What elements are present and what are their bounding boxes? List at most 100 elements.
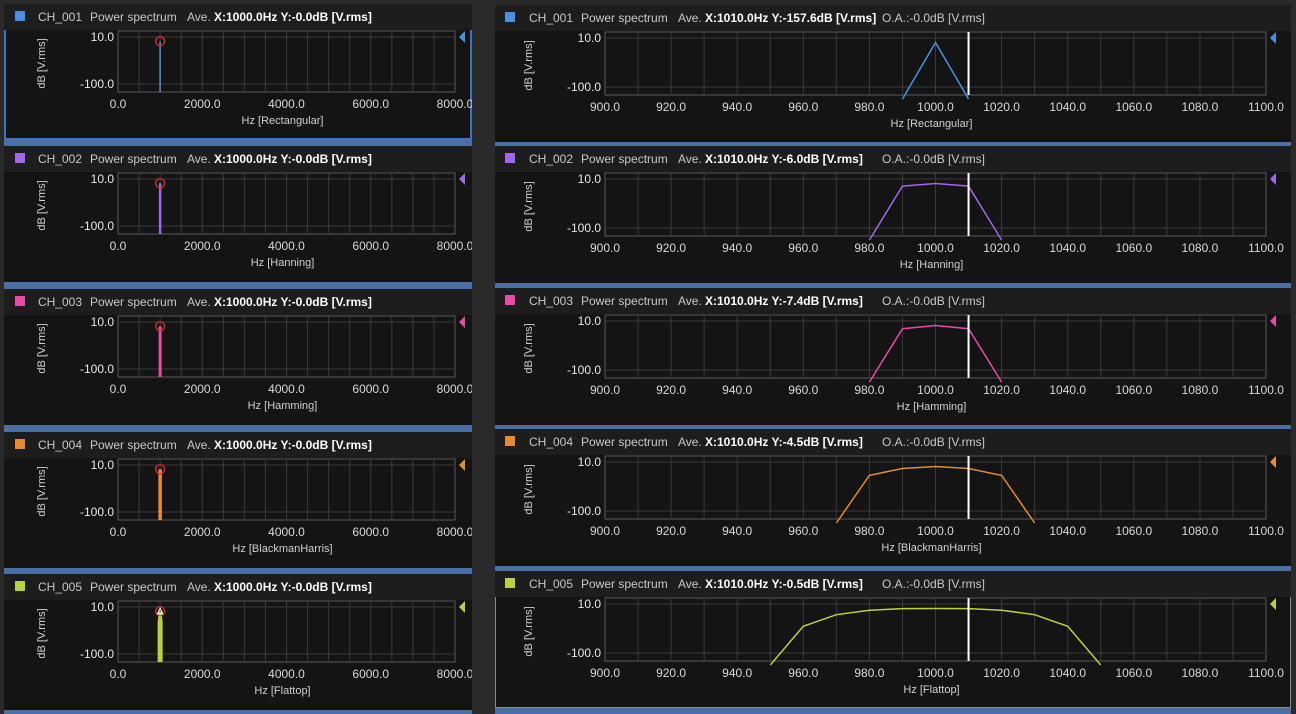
x-tick-label: 1040.0 (1049, 100, 1086, 114)
spectrum-panel-ch-004[interactable]: CH_004 Power spectrum Ave. X:1010.0Hz Y:-4.… (495, 429, 1291, 566)
cursor-readout: X:1000.0Hz Y:-0.0dB [V.rms] (214, 580, 372, 594)
reference-level-marker[interactable] (459, 459, 465, 471)
reference-level-marker[interactable] (459, 316, 465, 328)
x-tick-label: 6000.0 (352, 525, 389, 539)
y-axis-label: dB [V.rms] (523, 464, 535, 514)
x-tick-label: 960.0 (788, 100, 818, 114)
x-tick-label: 8000.0 (437, 667, 472, 681)
channel-color-swatch (505, 578, 515, 588)
panel-scrollbar[interactable] (4, 710, 472, 714)
x-tick-label: 1080.0 (1182, 383, 1219, 397)
panel-scrollbar[interactable] (4, 425, 472, 434)
y-tick-label: -100.0 (80, 362, 114, 376)
panel-scrollbar[interactable] (495, 708, 1291, 714)
x-tick-label: 2000.0 (184, 667, 221, 681)
spectrum-plot[interactable]: 10.0 -100.0 dB [V.rms] 900.0 920.0 940.0 960.0… (495, 288, 1291, 425)
x-tick-label: 940.0 (722, 241, 752, 255)
x-tick-label: 1060.0 (1115, 666, 1152, 680)
x-tick-label: 920.0 (656, 100, 686, 114)
x-tick-label: 1040.0 (1049, 524, 1086, 538)
spectrum-plot[interactable]: 10.0 -100.0 dB [V.rms] 900.0 920.0 940.0 960.0… (495, 146, 1291, 283)
channel-label: CH_001 (38, 10, 83, 24)
spectrum-panel-ch-001[interactable]: CH_001 Power spectrum Ave. X:1000.0Hz Y:-0.… (4, 4, 472, 140)
panel-scrollbar[interactable] (4, 140, 472, 149)
peak-marker[interactable] (154, 36, 166, 47)
y-tick-label: 10.0 (91, 30, 115, 44)
panel-scrollbar[interactable] (4, 282, 472, 291)
y-axis-label: dB [V.rms] (523, 40, 535, 90)
y-tick-label: 10.0 (578, 172, 602, 186)
x-tick-label: 4000.0 (268, 525, 305, 539)
spectrum-plot[interactable]: 10.0 -100.0 dB [V.rms] 900.0 920.0 940.0 960.0… (495, 5, 1291, 142)
x-axis-label: Hz [BlackmanHarris] (232, 543, 332, 555)
x-tick-label: 900.0 (590, 383, 620, 397)
x-tick-label: 920.0 (656, 383, 686, 397)
spectrum-plot[interactable]: 10.0 -100.0 dB [V.rms] 0.0 2000.0 4000.0 6000.… (4, 4, 472, 140)
panel-scrollbar[interactable] (495, 283, 1291, 292)
average-label: Ave. (187, 10, 211, 24)
cursor-readout: X:1010.0Hz Y:-6.0dB [V.rms] (705, 152, 863, 166)
reference-level-marker[interactable] (459, 173, 465, 185)
overall-readout: O.A.:-0.0dB [V.rms] (882, 577, 985, 591)
x-tick-label: 980.0 (854, 524, 884, 538)
spectrum-plot[interactable]: 10.0 -100.0 dB [V.rms] 0.0 2000.0 4000.0 6000.… (4, 432, 472, 568)
x-tick-label: 960.0 (788, 666, 818, 680)
reference-level-marker[interactable] (1270, 456, 1276, 468)
x-tick-label: 900.0 (590, 100, 620, 114)
spectrum-panel-ch-003[interactable]: CH_003 Power spectrum Ave. X:1010.0Hz Y:-7.… (495, 288, 1291, 425)
spectrum-panel-ch-004[interactable]: CH_004 Power spectrum Ave. X:1000.0Hz Y:-0.… (4, 432, 472, 568)
x-tick-label: 2000.0 (184, 382, 221, 396)
x-tick-label: 4000.0 (268, 382, 305, 396)
reference-level-marker[interactable] (459, 31, 465, 43)
peak-marker[interactable] (154, 464, 166, 475)
x-tick-label: 1080.0 (1182, 241, 1219, 255)
peak-marker-arrow (156, 607, 164, 615)
panel-header: CH_005 Power spectrum Ave. X:1010.0Hz Y:-0.… (495, 571, 1291, 597)
reference-level-marker[interactable] (1270, 173, 1276, 185)
cursor-readout: X:1010.0Hz Y:-4.5dB [V.rms] (705, 435, 863, 449)
peak-marker[interactable] (154, 606, 166, 617)
channel-color-swatch (505, 153, 515, 163)
reference-level-marker[interactable] (459, 601, 465, 613)
spectrum-panel-ch-002[interactable]: CH_002 Power spectrum Ave. X:1010.0Hz Y:-6.… (495, 146, 1291, 283)
channel-color-swatch (505, 12, 515, 22)
x-tick-label: 960.0 (788, 383, 818, 397)
x-tick-label: 0.0 (110, 382, 127, 396)
panel-scrollbar[interactable] (4, 568, 472, 577)
reference-level-marker[interactable] (1270, 598, 1276, 610)
spectrum-panel-ch-005[interactable]: CH_005 Power spectrum Ave. X:1000.0Hz Y:-0.… (4, 574, 472, 710)
y-axis-label: dB [V.rms] (36, 38, 48, 88)
peak-marker[interactable] (154, 321, 166, 332)
spectrum-plot[interactable]: 10.0 -100.0 dB [V.rms] 900.0 920.0 940.0 960.0… (495, 429, 1291, 566)
x-tick-label: 8000.0 (437, 239, 472, 253)
reference-level-marker[interactable] (1270, 32, 1276, 44)
x-tick-label: 1000.0 (917, 241, 954, 255)
spectrum-line (769, 607, 1102, 666)
peak-marker[interactable] (154, 178, 166, 189)
x-tick-label: 1100.0 (1248, 383, 1284, 397)
x-tick-label: 1080.0 (1182, 524, 1219, 538)
spectrum-panel-ch-003[interactable]: CH_003 Power spectrum Ave. X:1000.0Hz Y:-0.… (4, 289, 472, 425)
y-tick-label: 10.0 (91, 458, 115, 472)
x-tick-label: 4000.0 (268, 239, 305, 253)
x-tick-label: 1100.0 (1248, 524, 1284, 538)
cursor-readout: X:1000.0Hz Y:-0.0dB [V.rms] (214, 295, 372, 309)
x-tick-label: 1020.0 (983, 241, 1020, 255)
panel-scrollbar[interactable] (495, 566, 1291, 575)
x-tick-label: 1020.0 (983, 666, 1020, 680)
x-tick-label: 1040.0 (1049, 241, 1086, 255)
spectrum-panel-ch-005[interactable]: CH_005 Power spectrum Ave. X:1010.0Hz Y:-0.… (495, 571, 1291, 708)
x-tick-label: 900.0 (590, 241, 620, 255)
spectrum-plot[interactable]: 10.0 -100.0 dB [V.rms] 0.0 2000.0 4000.0 6000.… (4, 146, 472, 282)
reference-level-marker[interactable] (1270, 315, 1276, 327)
spectrum-plot[interactable]: 10.0 -100.0 dB [V.rms] 0.0 2000.0 4000.0 6000.… (4, 289, 472, 425)
x-axis-label: Hz [Hamming] (897, 401, 967, 413)
spectrum-panel-ch-001[interactable]: CH_001 Power spectrum Ave. X:1010.0Hz Y:-15… (495, 5, 1291, 142)
spectrum-plot[interactable]: 10.0 -100.0 dB [V.rms] 900.0 920.0 940.0 960.0… (495, 571, 1291, 708)
spectrum-plot[interactable]: 10.0 -100.0 dB [V.rms] 0.0 2000.0 4000.0 6000.… (4, 574, 472, 710)
y-tick-label: -100.0 (80, 647, 114, 661)
x-tick-label: 1000.0 (917, 100, 954, 114)
y-tick-label: 10.0 (578, 455, 602, 469)
panel-header: CH_004 Power spectrum Ave. X:1010.0Hz Y:-4.… (495, 429, 1291, 455)
spectrum-panel-ch-002[interactable]: CH_002 Power spectrum Ave. X:1000.0Hz Y:-0.… (4, 146, 472, 282)
